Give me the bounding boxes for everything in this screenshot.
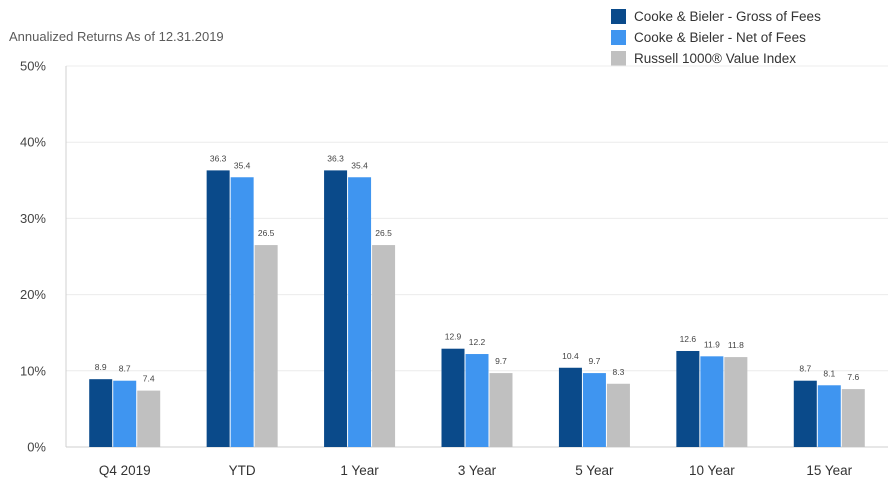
bar-value-label: 35.4 [234,160,251,170]
bar-value-label: 10.4 [562,351,579,361]
x-tick-label: 1 Year [340,463,379,478]
bar [113,380,137,447]
bar-value-label: 8.3 [613,367,625,377]
bar-value-label: 12.9 [445,332,462,342]
bar-value-label: 9.7 [495,356,507,366]
bar [700,356,724,447]
bar [137,390,161,447]
y-tick-label: 0% [27,440,46,455]
bar-value-label: 7.4 [143,374,155,384]
bar [558,367,582,447]
bar-value-label: 7.6 [847,372,859,382]
bar [324,170,348,448]
legend-swatch-net [611,30,626,45]
bar [489,373,513,447]
x-tick-label: YTD [229,463,256,478]
bar-value-label: 8.7 [799,364,811,374]
x-tick-label: Q4 2019 [99,463,151,478]
bar-value-label: 11.8 [728,340,744,350]
legend-swatch-gross [611,9,626,24]
x-tick-label: 3 Year [458,463,497,478]
bar [254,245,278,447]
legend-label-gross: Cooke & Bieler - Gross of Fees [634,9,821,24]
x-tick-label: 5 Year [575,463,614,478]
bar [441,348,465,447]
bar-value-label: 26.5 [375,228,392,238]
bar-value-label: 8.9 [95,362,107,372]
bar-value-label: 9.7 [589,356,601,366]
legend-label-index: Russell 1000® Value Index [634,51,797,66]
legend-item-index: Russell 1000® Value Index [611,48,821,69]
bar-value-label: 12.6 [680,334,697,344]
bar [793,380,817,447]
y-tick-label: 30% [20,211,46,226]
bar-value-label: 36.3 [327,153,344,163]
bar [817,385,841,447]
y-tick-label: 10% [20,363,46,378]
bar-value-label: 8.1 [823,368,835,378]
bar [582,373,606,447]
x-tick-label: 15 Year [806,463,852,478]
bar [606,383,630,447]
legend-swatch-index [611,51,626,66]
legend-label-net: Cooke & Bieler - Net of Fees [634,30,806,45]
y-tick-label: 50% [20,59,46,74]
bar [230,177,254,447]
bar-value-label: 36.3 [210,153,227,163]
legend-item-gross: Cooke & Bieler - Gross of Fees [611,6,821,27]
bar [841,389,865,447]
bar-value-label: 11.9 [704,339,720,349]
x-tick-label: 10 Year [689,463,735,478]
bar [465,354,489,447]
bar-value-label: 12.2 [469,337,486,347]
bar [676,350,700,447]
bar-value-label: 8.7 [119,364,131,374]
legend-item-net: Cooke & Bieler - Net of Fees [611,27,821,48]
bar [724,357,748,447]
bar-value-label: 26.5 [258,228,275,238]
bar [206,170,230,448]
chart-legend: Cooke & Bieler - Gross of Fees Cooke & B… [611,6,821,69]
y-tick-label: 20% [20,287,46,302]
chart-subtitle: Annualized Returns As of 12.31.2019 [9,29,224,44]
y-tick-label: 40% [20,135,46,150]
bar-value-label: 35.4 [351,160,368,170]
bar [89,379,113,447]
bar [348,177,372,447]
bar [372,245,396,447]
